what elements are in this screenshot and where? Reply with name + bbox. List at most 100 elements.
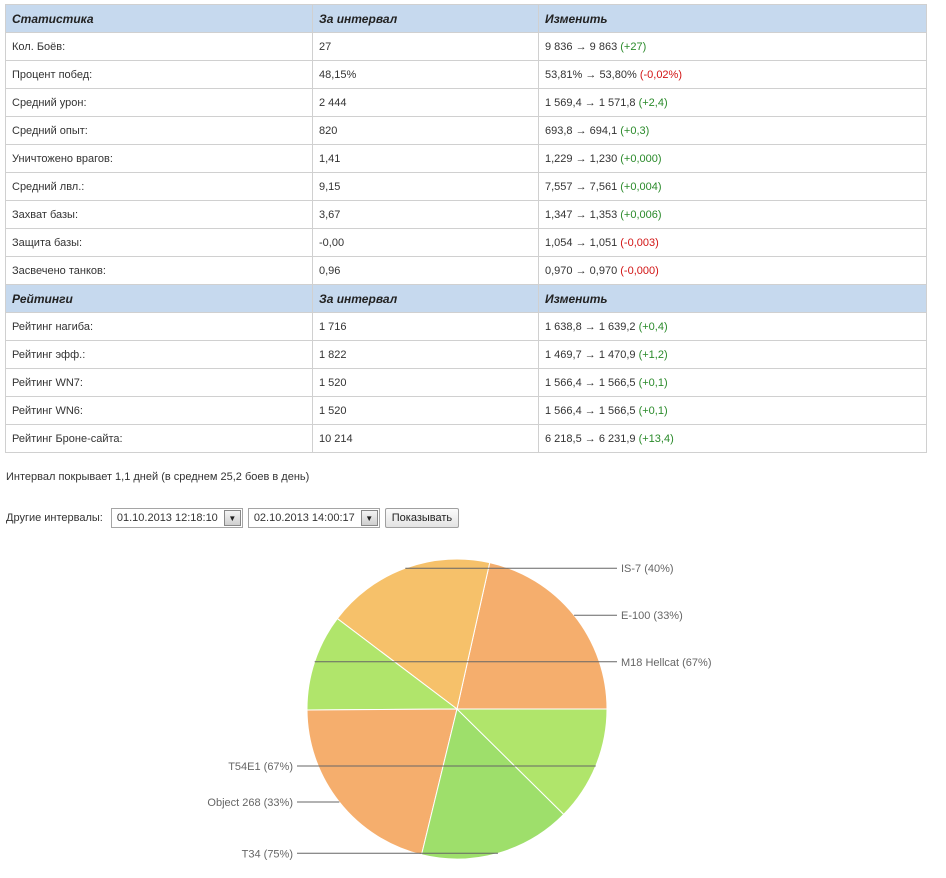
- arrow-icon: →: [575, 236, 587, 249]
- row-change: 1 638,8 → 1 639,2 (+0,4): [538, 312, 927, 341]
- change-to: 1 639,2: [598, 320, 636, 333]
- table-row: Средний урон: 2 444 1 569,4 → 1 571,8 (+2,…: [5, 88, 927, 117]
- row-value: 820: [312, 116, 539, 145]
- pie-slice-label: IS-7 (40%): [621, 563, 674, 575]
- header-cell: Изменить: [538, 284, 927, 313]
- chevron-down-icon[interactable]: ▼: [223, 510, 241, 526]
- chevron-down-icon[interactable]: ▼: [360, 510, 378, 526]
- change-to: 1 571,8: [598, 96, 636, 109]
- row-value: 1 716: [312, 312, 539, 341]
- row-label: Средний лвл.:: [5, 172, 313, 201]
- row-label: Средний урон:: [5, 88, 313, 117]
- header-cell: За интервал: [312, 4, 539, 33]
- row-value: 48,15%: [312, 60, 539, 89]
- other-intervals-bar: Другие интервалы: 01.10.2013 12:18:10 ▼ …: [6, 508, 460, 528]
- row-label: Захват базы:: [5, 200, 313, 229]
- table-row: Захват базы: 3,67 1,347 → 1,353 (+0,006): [5, 200, 927, 229]
- change-delta: (-0,02%): [639, 68, 682, 81]
- change-to: 7,561: [589, 180, 618, 193]
- row-label: Средний опыт:: [5, 116, 313, 145]
- row-change: 1,054 → 1,051 (-0,003): [538, 228, 927, 257]
- change-from: 1 566,4: [545, 376, 582, 389]
- row-change: 9 836 → 9 863 (+27): [538, 32, 927, 61]
- row-value: 27: [312, 32, 539, 61]
- interval-from-value: 01.10.2013 12:18:10: [116, 512, 218, 524]
- table-row: Засвечено танков: 0,96 0,970 → 0,970 (-0,0…: [5, 256, 927, 285]
- change-to: 1,051: [589, 236, 618, 249]
- interval-to-select[interactable]: 02.10.2013 14:00:17 ▼: [247, 508, 380, 528]
- change-to: 53,80%: [599, 68, 637, 81]
- row-label: Рейтинг Броне-сайта:: [5, 424, 313, 453]
- change-from: 0,970: [545, 264, 573, 277]
- pie-slice-label: T54E1 (67%): [228, 761, 293, 773]
- arrow-icon: →: [584, 348, 596, 361]
- table-row: Рейтинг Броне-сайта: 10 214 6 218,5 → 6 23…: [5, 424, 927, 453]
- pie-slice-label: T34 (75%): [242, 848, 293, 860]
- pie-slice-label: M18 Hellcat (67%): [621, 657, 711, 669]
- tanks-pie-chart: E-100 (33%) IS-7 (40%) M18 Hellcat (67%) Ob…: [207, 558, 711, 860]
- row-value: 10 214: [312, 424, 539, 453]
- change-from: 9 836: [545, 40, 573, 53]
- row-change: 53,81% → 53,80% (-0,02%): [538, 60, 927, 89]
- change-delta: (+0,000): [620, 152, 662, 165]
- arrow-icon: →: [584, 96, 596, 109]
- arrow-icon: →: [575, 124, 587, 137]
- table-row: Процент побед: 48,15% 53,81% → 53,80% (-0,…: [5, 60, 927, 89]
- row-change: 1 566,4 → 1 566,5 (+0,1): [538, 396, 927, 425]
- table-row: Защита базы: -0,00 1,054 → 1,051 (-0,003): [5, 228, 927, 257]
- change-from: 1 566,4: [545, 404, 582, 417]
- change-from: 1 569,4: [545, 96, 582, 109]
- row-change: 693,8 → 694,1 (+0,3): [538, 116, 927, 145]
- interval-from-select[interactable]: 01.10.2013 12:18:10 ▼: [110, 508, 243, 528]
- arrow-icon: →: [575, 152, 587, 165]
- change-from: 1,054: [545, 236, 573, 249]
- change-from: 1 638,8: [545, 320, 582, 333]
- row-label: Уничтожено врагов:: [5, 144, 313, 173]
- arrow-icon: →: [575, 180, 587, 193]
- change-to: 1,230: [589, 152, 618, 165]
- change-delta: (+0,1): [638, 404, 668, 417]
- row-value: 1 822: [312, 340, 539, 369]
- change-delta: (+0,1): [638, 376, 668, 389]
- row-label: Засвечено танков:: [5, 256, 313, 285]
- change-to: 1,353: [589, 208, 618, 221]
- show-button[interactable]: Показывать: [384, 508, 460, 528]
- header-cell: Изменить: [538, 4, 927, 33]
- change-delta: (+0,006): [620, 208, 662, 221]
- arrow-icon: →: [585, 68, 597, 81]
- header-cell: Рейтинги: [5, 284, 313, 313]
- change-from: 1,229: [545, 152, 573, 165]
- pie-slice-label: E-100 (33%): [621, 610, 683, 622]
- header-cell: За интервал: [312, 284, 539, 313]
- row-value: 1 520: [312, 396, 539, 425]
- change-from: 6 218,5: [545, 432, 582, 445]
- row-label: Процент побед:: [5, 60, 313, 89]
- table-row: Рейтинг WN7: 1 520 1 566,4 → 1 566,5 (+0,1…: [5, 368, 927, 397]
- row-label: Рейтинг WN7:: [5, 368, 313, 397]
- row-change: 1 469,7 → 1 470,9 (+1,2): [538, 340, 927, 369]
- row-change: 1 569,4 → 1 571,8 (+2,4): [538, 88, 927, 117]
- pie-slice-label: Object 268 (33%): [207, 797, 293, 809]
- arrow-icon: →: [584, 404, 596, 417]
- row-value: 3,67: [312, 200, 539, 229]
- change-to: 1 566,5: [598, 376, 636, 389]
- change-delta: (+0,3): [620, 124, 650, 137]
- row-change: 0,970 → 0,970 (-0,000): [538, 256, 927, 285]
- change-delta: (+27): [620, 40, 647, 53]
- row-value: 1 520: [312, 368, 539, 397]
- change-to: 694,1: [589, 124, 618, 137]
- arrow-icon: →: [575, 264, 587, 277]
- row-value: 0,96: [312, 256, 539, 285]
- row-change: 1 566,4 → 1 566,5 (+0,1): [538, 368, 927, 397]
- stats-table: Статистика За интервал Изменить Кол. Боёв: 2…: [5, 4, 927, 453]
- other-intervals-label: Другие интервалы:: [6, 512, 103, 524]
- arrow-icon: →: [584, 376, 596, 389]
- change-to: 0,970: [589, 264, 618, 277]
- arrow-icon: →: [584, 320, 596, 333]
- row-value: 1,41: [312, 144, 539, 173]
- table-header-row: Статистика За интервал Изменить: [5, 4, 927, 33]
- interval-to-value: 02.10.2013 14:00:17: [253, 512, 355, 524]
- row-label: Рейтинг эфф.:: [5, 340, 313, 369]
- change-to: 6 231,9: [598, 432, 636, 445]
- change-delta: (+13,4): [638, 432, 674, 445]
